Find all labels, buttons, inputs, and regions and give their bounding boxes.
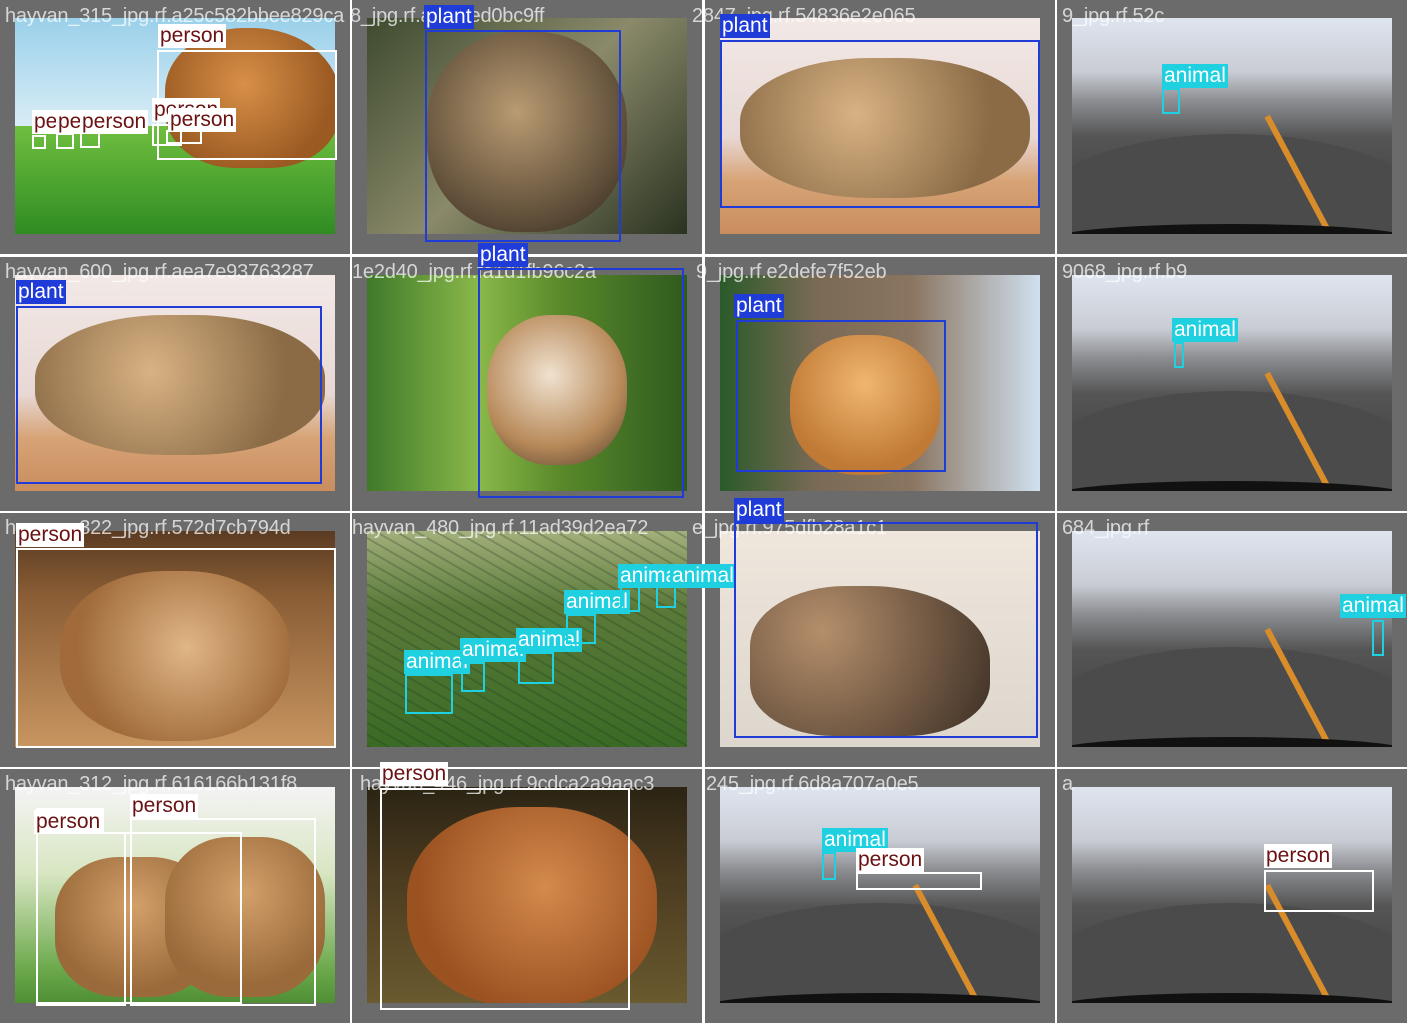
bbox-label-animal: animal (1172, 318, 1238, 342)
bbox-animal (1372, 620, 1384, 656)
bbox-plant (720, 40, 1040, 208)
detection-image (720, 787, 1040, 1003)
bbox-label-person: person (1264, 844, 1333, 868)
bbox-person (1264, 870, 1374, 912)
result-tile[interactable] (705, 769, 1055, 1023)
image-filename: hayvan_480_jpg.rf.11ad39d2ea72 (352, 517, 649, 539)
bbox-animal (656, 586, 676, 608)
bbox-person (16, 548, 336, 748)
bbox-plant (478, 268, 684, 498)
result-tile[interactable] (705, 513, 1055, 767)
detection-image (367, 18, 687, 234)
bbox-person (166, 130, 202, 144)
bbox-label-plant: plant (734, 498, 784, 522)
image-filename: 9_jpg.rf.e2defe7f52eb (696, 261, 887, 283)
bbox-animal (405, 674, 453, 714)
bbox-label-person: person (34, 810, 103, 834)
bbox-label-animal: animal (1162, 64, 1228, 88)
bbox-animal (566, 614, 596, 644)
detection-image (1072, 18, 1392, 234)
result-tile[interactable] (1057, 513, 1407, 767)
bbox-label-person: person (168, 108, 237, 132)
bbox-animal (1174, 342, 1184, 368)
detection-image (367, 787, 687, 1003)
bbox-label-animal: animal (404, 650, 470, 674)
bbox-label-person: person (130, 794, 199, 818)
bbox-person (56, 133, 74, 149)
result-tile[interactable] (1057, 769, 1407, 1023)
detection-image (1072, 787, 1392, 1003)
bbox-label-person: person (158, 24, 227, 48)
bbox-animal (822, 852, 836, 880)
detection-image (367, 275, 687, 491)
bbox-label-animal: animal (460, 638, 526, 662)
bbox-person (380, 788, 630, 1010)
bbox-person (856, 872, 982, 890)
image-filename: hayvan_600_jpg.rf.aea7e93763287 (5, 261, 314, 283)
bbox-animal (1162, 88, 1180, 114)
bbox-animal (461, 662, 485, 692)
bbox-label-animal: animal (1340, 594, 1406, 618)
bbox-label-plant: plant (720, 14, 770, 38)
bbox-label-animal: animal (564, 590, 630, 614)
image-filename: 1e2d40_jpg.rf.fa1d1fb96c2a (352, 261, 596, 283)
bbox-animal (518, 652, 554, 684)
bbox-person (32, 135, 46, 149)
result-tile[interactable] (352, 769, 702, 1023)
bbox-person (36, 832, 242, 1004)
bbox-label-plant: plant (478, 243, 528, 267)
detection-image (15, 275, 335, 491)
bbox-label-animal: animal (670, 564, 736, 588)
bbox-label-animal: animal (516, 628, 582, 652)
detection-image (720, 531, 1040, 747)
result-tile[interactable] (352, 257, 702, 511)
image-filename: 245_jpg.rf.6d8a707a0e5 (706, 773, 919, 795)
bbox-person (152, 124, 182, 146)
image-filename: 9068_jpg.rf.b9 (1062, 261, 1188, 283)
result-tile[interactable] (1057, 257, 1407, 511)
bbox-label-person: person (856, 848, 925, 872)
bbox-person (80, 132, 100, 148)
bbox-person (130, 818, 316, 1006)
image-filename: hayvan_315_jpg.rf.a25c582bbee829ca (5, 5, 345, 27)
detection-image (1072, 275, 1392, 491)
detection-image (15, 531, 335, 747)
bbox-label-plant: plant (16, 280, 66, 304)
bbox-plant (736, 320, 946, 472)
image-filename: a (1062, 773, 1073, 795)
detection-image (720, 18, 1040, 234)
result-tile[interactable] (705, 0, 1055, 254)
bbox-animal (620, 586, 640, 612)
bbox-label-person: person (80, 110, 149, 134)
result-tile[interactable] (1057, 0, 1407, 254)
bbox-label-person: person (16, 523, 85, 547)
detection-image (1072, 531, 1392, 747)
image-filename: hayvan_312_jpg.rf.616166b131f8 (5, 773, 298, 795)
image-filename: 684_jpg.rf (1062, 517, 1149, 539)
bbox-plant (734, 522, 1038, 738)
result-tile[interactable] (352, 0, 702, 254)
image-filename: 9_jpg.rf.52c (1062, 5, 1165, 27)
bbox-label-plant: plant (734, 294, 784, 318)
bbox-plant (16, 306, 322, 484)
bbox-label-person: person (380, 762, 449, 786)
bbox-plant (425, 30, 621, 242)
result-tile[interactable] (0, 513, 350, 767)
bbox-label-plant: plant (424, 5, 474, 29)
